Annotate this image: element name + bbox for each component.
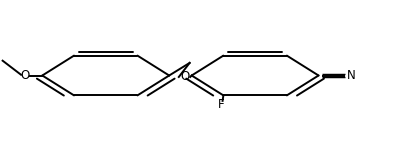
Text: N: N xyxy=(347,69,356,82)
Text: O: O xyxy=(21,69,30,82)
Text: O: O xyxy=(180,71,189,84)
Text: F: F xyxy=(218,98,225,111)
